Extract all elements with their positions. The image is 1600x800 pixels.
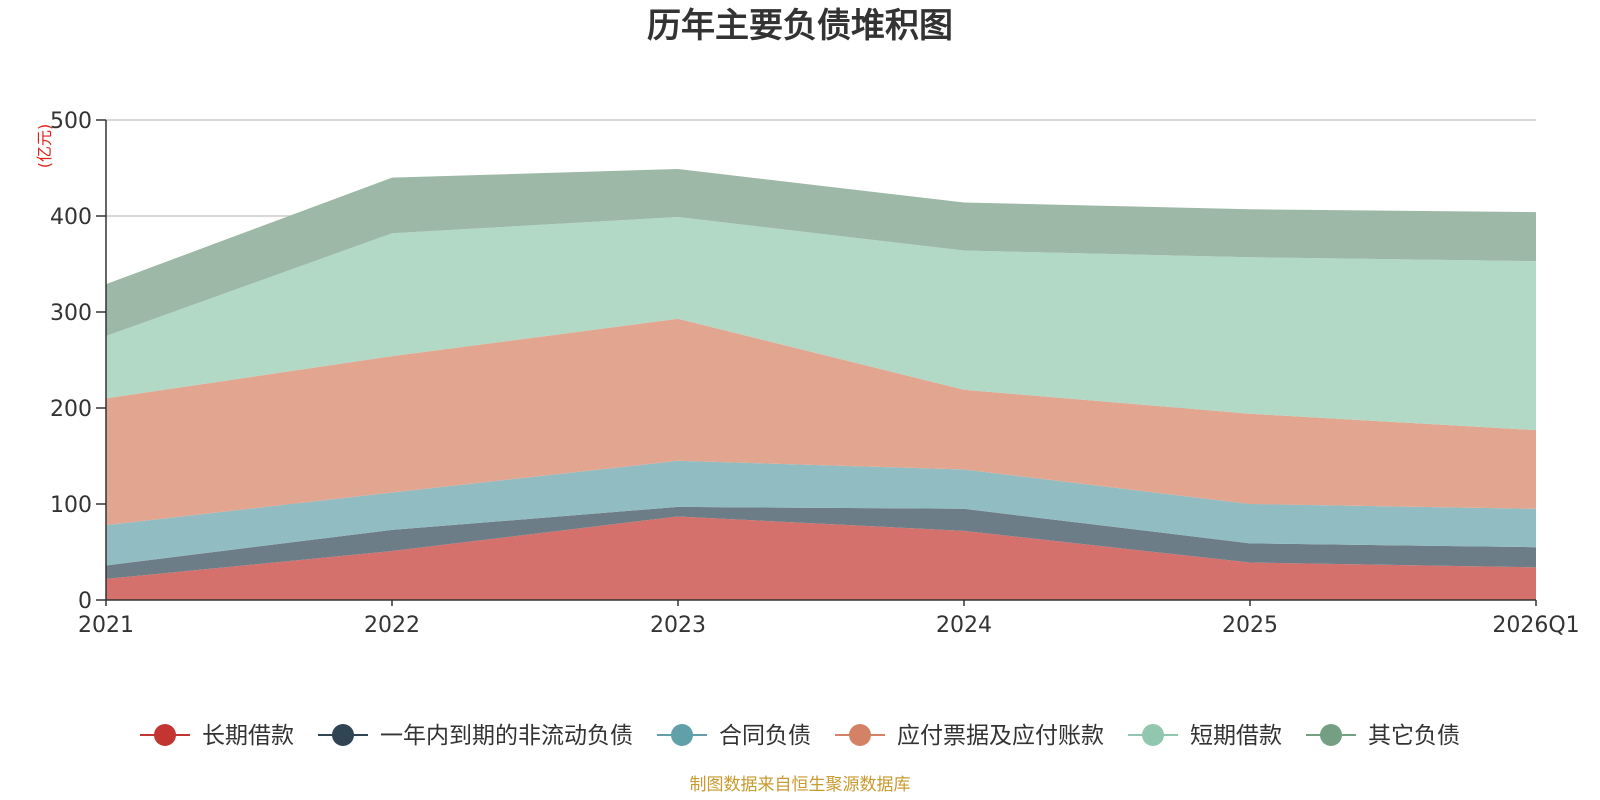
y-tick-labels: 0 100 200 300 400 500 <box>50 109 92 614</box>
area-2 <box>106 506 1536 579</box>
legend-label-2: 一年内到期的非流动负债 <box>380 723 633 749</box>
x-tick-label-2022: 2022 <box>364 613 420 638</box>
y-tick-label-300: 300 <box>50 301 92 326</box>
y-tick-label-200: 200 <box>50 397 92 422</box>
legend-item-5: 短期借款 <box>1128 723 1282 749</box>
area-series <box>106 168 1536 600</box>
x-tick-label-2026Q1: 2026Q1 <box>1492 613 1579 638</box>
legend-item-4: 应付票据及应付账款 <box>835 723 1104 749</box>
y-tick-label-500: 500 <box>50 109 92 134</box>
legend-label-6: 其它负债 <box>1368 723 1460 749</box>
x-tick-label-2025: 2025 <box>1222 613 1278 638</box>
area-4 <box>106 318 1536 526</box>
legend-label-4: 应付票据及应付账款 <box>897 723 1104 749</box>
y-tick-label-0: 0 <box>78 589 92 614</box>
legend-marker-3 <box>671 724 693 746</box>
legend-marker-4 <box>849 724 871 746</box>
source-note: 制图数据来自恒生聚源数据库 <box>690 775 911 795</box>
x-tick-label-2023: 2023 <box>650 613 706 638</box>
legend-marker-2 <box>332 724 354 746</box>
chart-title: 历年主要负债堆积图 <box>647 6 953 46</box>
legend-item-3: 合同负债 <box>657 723 811 749</box>
x-tick-label-2021: 2021 <box>78 613 134 638</box>
x-tick-label-2024: 2024 <box>936 613 992 638</box>
legend-marker-5 <box>1142 724 1164 746</box>
x-tick-labels: 2021 2022 2023 2024 2025 2026Q1 <box>78 613 1580 638</box>
legend-item-2: 一年内到期的非流动负债 <box>318 723 633 749</box>
axes <box>96 119 1537 606</box>
area-6 <box>106 168 1536 336</box>
area-3 <box>106 460 1536 566</box>
y-tick-label-100: 100 <box>50 493 92 518</box>
legend-marker-1 <box>154 724 176 746</box>
y-axis-unit: (亿元) <box>35 124 54 169</box>
legend-item-1: 长期借款 <box>140 723 294 749</box>
legend-label-3: 合同负债 <box>719 723 811 749</box>
y-tick-label-400: 400 <box>50 205 92 230</box>
legend-label-5: 短期借款 <box>1190 723 1282 749</box>
area-1 <box>106 516 1536 600</box>
area-5 <box>106 216 1536 431</box>
legend-item-6: 其它负债 <box>1306 723 1460 749</box>
legend-label-1: 长期借款 <box>202 723 294 749</box>
legend: 长期借款 一年内到期的非流动负债 合同负债 应付票据及应付账款 短期借款 其它负债 <box>140 723 1460 749</box>
legend-marker-6 <box>1320 724 1342 746</box>
